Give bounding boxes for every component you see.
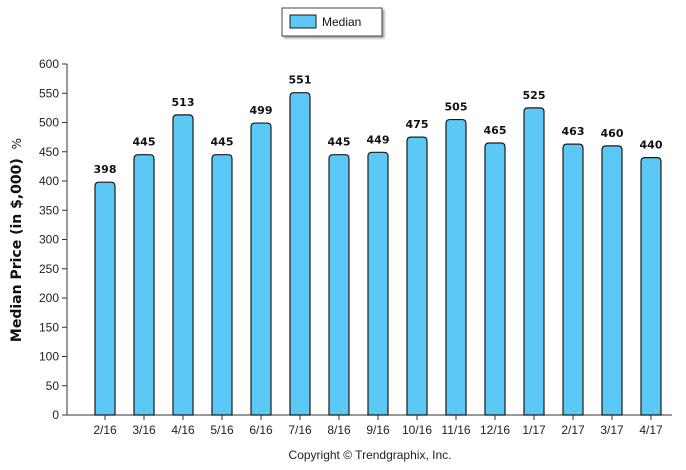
x-tick-label: 3/17 — [600, 423, 624, 437]
data-label: 513 — [172, 96, 195, 109]
data-label: 398 — [94, 163, 117, 176]
bar-2-17 — [562, 143, 584, 416]
bar-4-16 — [172, 114, 194, 416]
y-tick-label: 400 — [39, 174, 59, 188]
y-tick-label: 50 — [46, 379, 60, 393]
data-label: 445 — [211, 136, 234, 149]
bar-12-16 — [484, 142, 506, 416]
x-tick-label: 3/16 — [132, 423, 156, 437]
data-label: 445 — [133, 136, 156, 149]
y-tick-label: 500 — [39, 116, 59, 130]
bar-3-17 — [601, 145, 623, 416]
x-tick-label: 1/17 — [522, 423, 546, 437]
data-label: 463 — [562, 125, 585, 138]
bar-2-16 — [94, 181, 116, 416]
y-tick-label: 200 — [39, 291, 59, 305]
y-axis-title-text: Median Price (in $,000) — [9, 158, 25, 342]
x-tick-label: 4/17 — [639, 423, 663, 437]
data-label: 499 — [250, 104, 273, 117]
bar-10-16 — [406, 136, 428, 416]
y-tick-label: 350 — [39, 203, 59, 217]
data-label: 460 — [601, 127, 624, 140]
y-ticks: 0 50 100 150 200 250 300 350 400 450 500 550 600 — [39, 57, 67, 422]
x-tick-label: 4/16 — [171, 423, 195, 437]
data-label: 525 — [523, 89, 546, 102]
y-tick-label: 150 — [39, 320, 59, 334]
data-label: 465 — [484, 124, 507, 137]
bar-8-16 — [328, 154, 350, 416]
y-tick-label: 450 — [39, 145, 59, 159]
bar-5-16 — [211, 154, 233, 416]
x-tick-label: 9/16 — [366, 423, 390, 437]
bar-11-16 — [445, 118, 467, 416]
y-axis-title-group: Median Price (in $,000) % — [9, 138, 25, 342]
data-label: 449 — [367, 133, 390, 146]
bar-3-16 — [133, 154, 155, 416]
x-tick-label: 2/16 — [93, 423, 117, 437]
x-tick-label: 11/16 — [441, 423, 470, 437]
bar-4-17 — [640, 157, 662, 416]
x-tick-label: 5/16 — [210, 423, 234, 437]
data-label: 445 — [328, 136, 351, 149]
bar-6-16 — [250, 122, 272, 416]
copyright-text: Copyright © Trendgraphix, Inc. — [289, 448, 452, 462]
y-tick-label: 250 — [39, 262, 59, 276]
y-tick-label: 300 — [39, 233, 59, 247]
bar-1-17 — [523, 107, 545, 416]
legend: Median — [281, 7, 383, 37]
data-label: 475 — [406, 118, 429, 131]
data-label: 551 — [289, 74, 312, 87]
x-ticks: 2/16 3/16 4/16 5/16 6/16 7/16 8/16 9/16 10/16 11/… — [93, 415, 663, 437]
x-tick-label: 6/16 — [249, 423, 273, 437]
bars: 398 445 513 445 499 551 445 449 475 505 465 525 463 4… — [94, 74, 663, 416]
x-tick-label: 7/16 — [288, 423, 312, 437]
y-tick-label: 600 — [39, 57, 59, 71]
data-label: 440 — [640, 139, 663, 152]
x-tick-label: 12/16 — [480, 423, 510, 437]
x-tick-label: 8/16 — [327, 423, 351, 437]
y-axis-title-unit: % — [10, 138, 24, 149]
legend-swatch — [289, 14, 317, 29]
y-tick-label: 100 — [39, 350, 59, 364]
legend-label: Median — [322, 15, 361, 29]
bar-7-16 — [289, 92, 311, 416]
y-tick-label: 550 — [39, 86, 59, 100]
y-axis-title: Median Price (in $,000) % — [9, 138, 25, 342]
x-tick-label: 10/16 — [402, 423, 432, 437]
data-label: 505 — [445, 101, 468, 114]
bar-9-16 — [367, 151, 389, 416]
x-tick-label: 2/17 — [561, 423, 585, 437]
y-tick-label: 0 — [52, 408, 59, 422]
